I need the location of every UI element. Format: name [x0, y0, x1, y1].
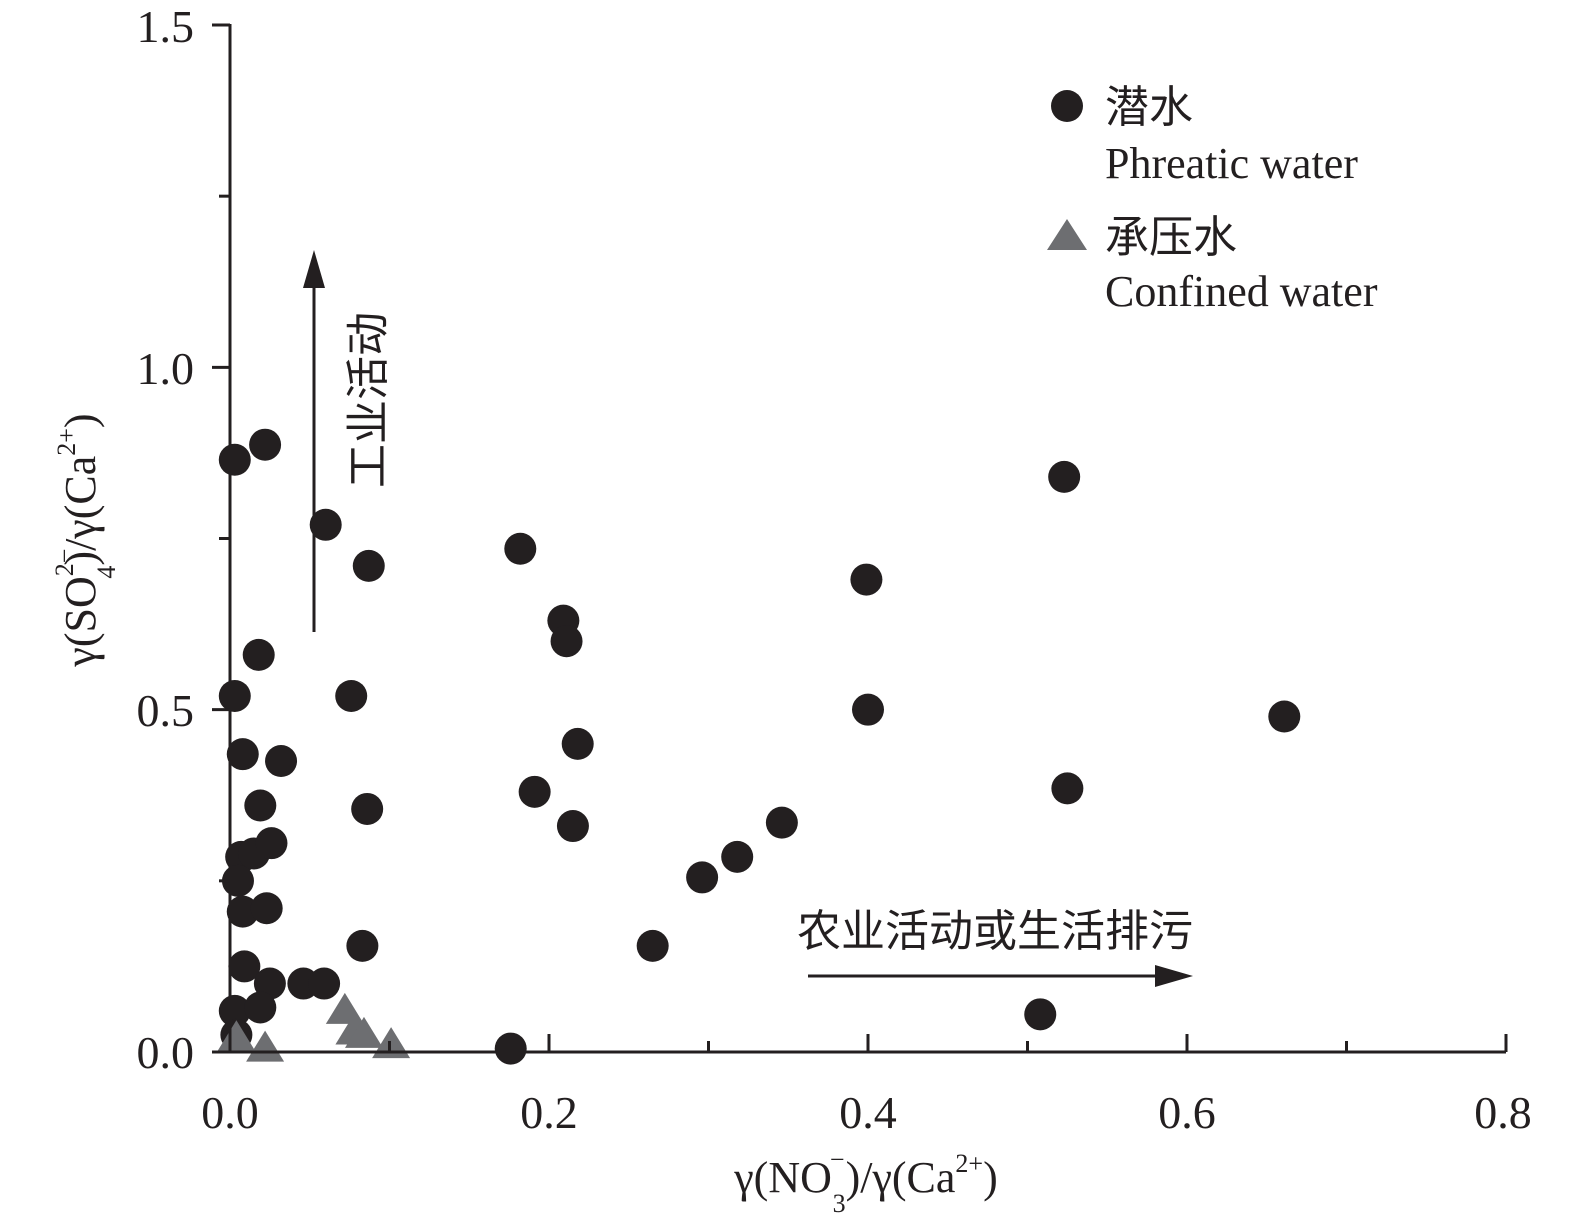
phreatic-point [226, 895, 259, 928]
legend-label-phreatic-en: Phreatic water [1105, 139, 1358, 188]
y-tick-label: 1.5 [137, 1, 195, 52]
phreatic-point [250, 892, 283, 925]
y-tick-labels: 0.0 0.5 1.0 1.5 [137, 1, 195, 1078]
phreatic-point [1048, 460, 1081, 493]
phreatic-point [504, 532, 537, 565]
confined-point [372, 1027, 411, 1059]
phreatic-point [518, 775, 551, 808]
phreatic-point [561, 727, 594, 760]
y-tick-label: 0.5 [137, 685, 195, 736]
legend-marker-confined [1047, 219, 1087, 250]
phreatic-point [228, 950, 261, 983]
phreatic-point [850, 563, 883, 596]
legend-marker-phreatic [1051, 90, 1083, 122]
phreatic-point [242, 638, 275, 671]
phreatic-point [721, 840, 754, 873]
phreatic-point [218, 679, 251, 712]
phreatic-point [351, 792, 384, 825]
axis-ticks [212, 23, 1508, 1054]
x-tick-label: 0.0 [201, 1087, 259, 1138]
phreatic-point [1051, 772, 1084, 805]
confined-point [246, 1030, 285, 1062]
x-tick-labels: 0.0 0.2 0.4 0.6 0.8 [201, 1087, 1532, 1138]
phreatic-point [852, 693, 884, 726]
phreatic-point [556, 810, 589, 843]
x-tick-label: 0.4 [839, 1087, 897, 1138]
x-tick-label: 0.8 [1474, 1087, 1532, 1138]
phreatic-point [249, 428, 282, 461]
x-axis-title: γ(NO− 3)/γ(Ca2+) [733, 1145, 998, 1218]
phreatic-point [309, 508, 342, 541]
legend: 潜水 Phreatic water 承压水 Confined water [1047, 82, 1378, 316]
vertical-arrow [303, 250, 325, 632]
legend-label-confined-en: Confined water [1105, 267, 1378, 316]
phreatic-point [636, 929, 669, 962]
plot-marks [217, 428, 1301, 1065]
phreatic-point [255, 827, 288, 860]
legend-label-phreatic-cn: 潜水 [1105, 82, 1193, 133]
x-tick-label: 0.2 [520, 1087, 578, 1138]
y-tick-label: 1.0 [137, 343, 195, 394]
phreatic-point [1268, 700, 1301, 733]
phreatic-point [686, 861, 719, 894]
phreatic-point [550, 625, 583, 658]
phreatic-point [765, 806, 798, 839]
phreatic-point [253, 967, 286, 1000]
phreatic-point [308, 967, 341, 1000]
confined-point [344, 1016, 383, 1048]
x-tick-label: 0.6 [1158, 1087, 1216, 1138]
legend-label-confined-cn: 承压水 [1105, 212, 1237, 263]
phreatic-point [265, 745, 298, 778]
phreatic-point [494, 1032, 527, 1065]
vertical-arrow-label: 工业活动 [343, 312, 394, 488]
phreatic-point [335, 679, 368, 712]
phreatic-point [352, 549, 385, 582]
phreatic-point [226, 738, 259, 771]
horizontal-arrow [808, 965, 1193, 987]
phreatic-point [244, 991, 277, 1024]
y-tick-label: 0.0 [137, 1027, 195, 1078]
phreatic-point [218, 994, 251, 1027]
phreatic-point [244, 789, 277, 822]
horizontal-arrow-label: 农业活动或生活排污 [797, 906, 1193, 957]
phreatic-point [346, 929, 379, 962]
y-axis-title: γ(SO2− 4)/γ(Ca2+) [50, 413, 121, 667]
phreatic-point [1024, 998, 1057, 1031]
confined-point [217, 1020, 256, 1052]
phreatic-point [218, 443, 251, 476]
